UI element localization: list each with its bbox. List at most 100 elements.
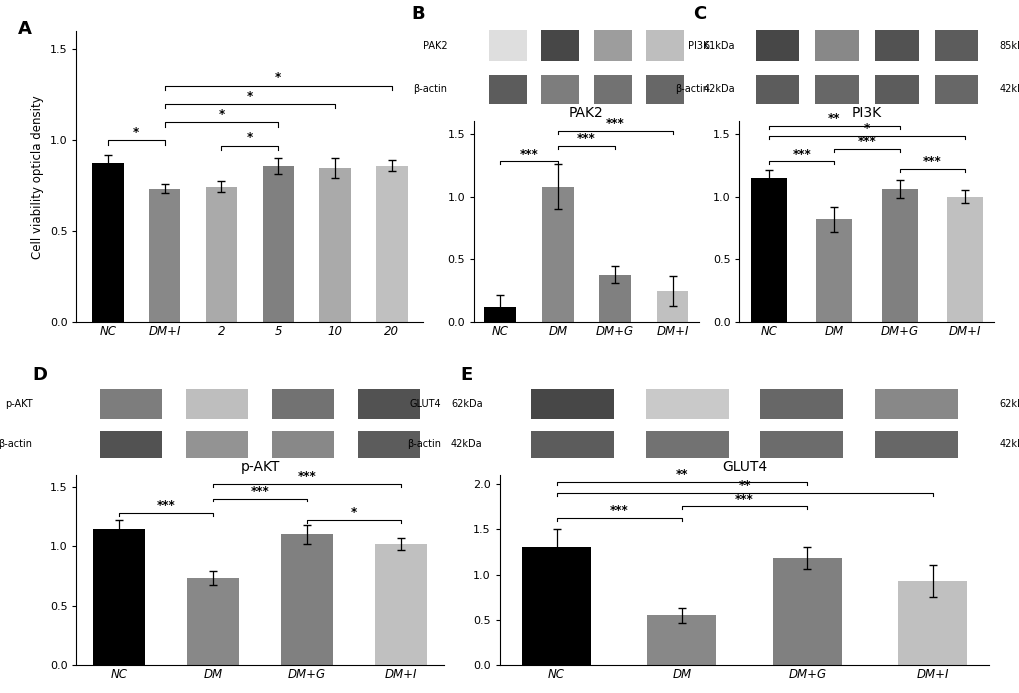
Text: 85kDa: 85kDa — [999, 41, 1019, 51]
Bar — [772, 558, 841, 665]
Text: **: ** — [675, 468, 688, 481]
Text: E: E — [461, 366, 473, 384]
Bar — [185, 431, 248, 457]
Text: 62kDa: 62kDa — [450, 399, 482, 409]
Text: *: * — [247, 132, 253, 144]
Text: *: * — [275, 71, 281, 85]
Bar — [375, 544, 427, 665]
Bar — [272, 389, 334, 419]
Bar — [755, 75, 799, 104]
Text: 62kDa: 62kDa — [999, 399, 1019, 409]
Bar — [484, 307, 516, 322]
Bar — [593, 75, 631, 104]
Bar — [646, 75, 684, 104]
Bar — [187, 579, 238, 665]
Bar — [488, 30, 526, 62]
Text: **: ** — [827, 112, 840, 125]
Text: 42kDa: 42kDa — [999, 439, 1019, 449]
Bar — [358, 389, 420, 419]
Bar — [100, 431, 162, 457]
Title: PAK2: PAK2 — [569, 106, 603, 120]
Bar — [92, 163, 123, 322]
Text: β-actin: β-actin — [407, 439, 440, 449]
Bar — [358, 431, 420, 457]
Text: PI3K: PI3K — [687, 41, 708, 51]
Bar — [599, 274, 631, 322]
Bar — [281, 534, 332, 665]
Bar — [263, 166, 293, 322]
Text: D: D — [33, 366, 48, 384]
Bar — [100, 389, 162, 419]
Bar — [656, 291, 688, 322]
Text: ***: *** — [298, 471, 316, 484]
Bar — [185, 389, 248, 419]
Title: PI3K: PI3K — [851, 106, 881, 120]
Text: β-actin: β-actin — [413, 84, 447, 94]
Bar — [874, 75, 918, 104]
Bar — [206, 186, 236, 322]
Text: *: * — [133, 126, 140, 139]
Bar — [593, 30, 631, 62]
Bar — [874, 30, 918, 62]
Y-axis label: Cell viability opticla density: Cell viability opticla density — [32, 95, 44, 258]
Text: **: ** — [738, 479, 750, 492]
Title: GLUT4: GLUT4 — [721, 459, 766, 473]
Bar — [646, 30, 684, 62]
Bar — [880, 189, 917, 322]
Text: *: * — [218, 108, 224, 121]
Bar — [874, 389, 957, 419]
Bar — [149, 188, 180, 322]
Bar — [934, 30, 977, 62]
Bar — [755, 30, 799, 62]
Text: p-AKT: p-AKT — [5, 399, 33, 409]
Bar — [541, 186, 573, 322]
Bar — [541, 30, 579, 62]
Title: p-AKT: p-AKT — [240, 459, 279, 473]
Bar — [93, 529, 145, 665]
Bar — [874, 431, 957, 457]
Text: *: * — [247, 89, 253, 103]
Text: 42kDa: 42kDa — [702, 84, 734, 94]
Text: 42kDa: 42kDa — [450, 439, 482, 449]
Bar — [759, 431, 843, 457]
Text: ***: *** — [922, 155, 941, 168]
Text: ***: *** — [577, 132, 595, 146]
Text: ***: *** — [609, 505, 628, 518]
Bar — [647, 615, 715, 665]
Text: ***: *** — [157, 499, 175, 512]
Text: PAK2: PAK2 — [422, 41, 447, 51]
Text: ***: *** — [605, 117, 624, 130]
Bar — [645, 389, 729, 419]
Bar — [541, 75, 579, 104]
Bar — [815, 219, 852, 322]
Text: ***: *** — [792, 148, 810, 161]
Bar — [319, 168, 351, 322]
Text: ***: *** — [735, 493, 753, 506]
Text: C: C — [693, 5, 706, 23]
Text: 61kDa: 61kDa — [702, 41, 734, 51]
Bar — [531, 431, 613, 457]
Bar — [815, 30, 858, 62]
Bar — [645, 431, 729, 457]
Bar — [934, 75, 977, 104]
Bar — [272, 431, 334, 457]
Text: ***: *** — [519, 148, 538, 161]
Text: A: A — [17, 19, 32, 37]
Text: 42kDa: 42kDa — [999, 84, 1019, 94]
Text: GLUT4: GLUT4 — [409, 399, 440, 409]
Text: ***: *** — [857, 135, 875, 148]
Bar — [488, 75, 526, 104]
Bar — [946, 197, 982, 322]
Text: *: * — [863, 123, 869, 135]
Text: β-actin: β-actin — [0, 439, 33, 449]
Bar — [759, 389, 843, 419]
Bar — [898, 581, 966, 665]
Text: β-actin: β-actin — [675, 84, 708, 94]
Text: ***: *** — [251, 484, 269, 498]
Text: *: * — [351, 506, 357, 519]
Text: B: B — [411, 5, 425, 23]
Bar — [815, 75, 858, 104]
Bar — [522, 547, 590, 665]
Bar — [531, 389, 613, 419]
Bar — [376, 166, 408, 322]
